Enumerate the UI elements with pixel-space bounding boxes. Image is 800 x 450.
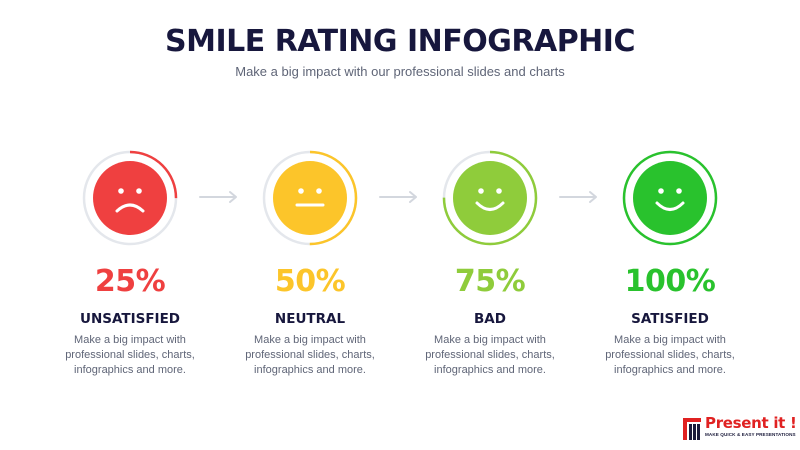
- rating-description: Make a big impact with professional slid…: [245, 334, 375, 376]
- rating-card-neutral: 50% NEUTRAL Make a big impact with profess…: [220, 150, 400, 378]
- rating-label: BAD: [474, 311, 506, 327]
- page-subtitle: Make a big impact with our professional …: [235, 64, 565, 79]
- ring-progress: [82, 150, 178, 246]
- arrow-right-icon: [199, 191, 237, 203]
- rating-progress-ring: [442, 150, 538, 246]
- arrow-right-icon: [559, 191, 597, 203]
- face-mouth: [655, 201, 685, 211]
- rating-description: Make a big impact with professional slid…: [425, 334, 555, 376]
- rating-progress-ring: [82, 150, 178, 246]
- rating-card-unsatisfied: 25% UNSATISFIED Make a big impact with pro…: [40, 150, 220, 378]
- face-eye: [478, 188, 484, 194]
- face-eye: [658, 188, 664, 194]
- rating-percent: 25%: [94, 264, 166, 299]
- rating-description: Make a big impact with professional slid…: [605, 334, 735, 376]
- rating-percent: 75%: [454, 264, 526, 299]
- face-eye: [118, 188, 124, 194]
- ring-progress: [442, 150, 538, 246]
- face-mouth: [115, 203, 145, 213]
- rating-card-bad: 75% BAD Make a big impact with professiona…: [400, 150, 580, 378]
- face-eye: [496, 188, 502, 194]
- face-eye: [676, 188, 682, 194]
- happy-face-icon: [633, 161, 707, 235]
- face-mouth: [475, 201, 505, 211]
- ring-progress: [622, 150, 718, 246]
- rating-card-satisfied: 100% SATISFIED Make a big impact with prof…: [580, 150, 760, 378]
- happy-face-icon: [453, 161, 527, 235]
- rating-label: UNSATISFIED: [79, 311, 180, 327]
- neutral-face-icon: [273, 161, 347, 235]
- logo-tagline: MAKE QUICK & EASY PRESENTATIONS: [705, 432, 796, 437]
- logo-mark-icon: [683, 418, 701, 440]
- face-eye: [136, 188, 142, 194]
- face-eye: [316, 188, 322, 194]
- rating-progress-ring: [622, 150, 718, 246]
- rating-percent: 50%: [274, 264, 346, 299]
- logo-name: Present it !: [705, 414, 797, 432]
- brand-logo: Present it ! MAKE QUICK & EASY PRESENTAT…: [683, 414, 797, 444]
- rating-percent: 100%: [624, 264, 716, 299]
- rating-label: NEUTRAL: [274, 311, 346, 327]
- ring-progress: [262, 150, 358, 246]
- rating-progress-ring: [262, 150, 358, 246]
- rating-label: SATISFIED: [631, 311, 709, 327]
- face-eye: [298, 188, 304, 194]
- rating-description: Make a big impact with professional slid…: [65, 334, 195, 376]
- page-title: SMILE RATING INFOGRAPHIC: [165, 24, 635, 59]
- arrow-right-icon: [379, 191, 417, 203]
- sad-face-icon: [93, 161, 167, 235]
